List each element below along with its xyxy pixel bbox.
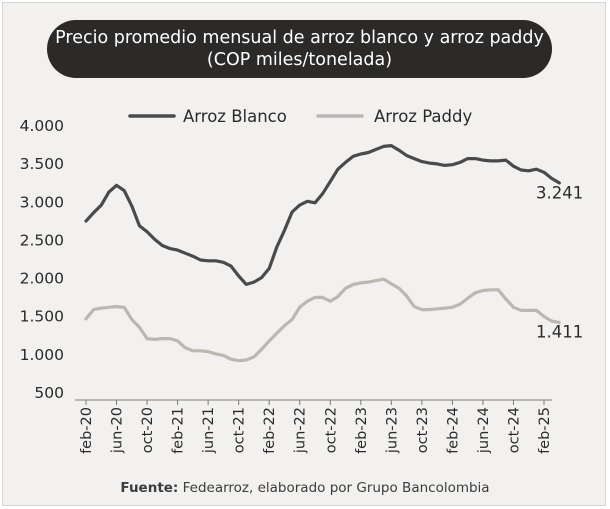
y-tick-label: 2.500 xyxy=(20,231,64,249)
x-tick-label: oct-21 xyxy=(232,407,248,453)
source-text: Fedearroz, elaborado por Grupo Bancolomb… xyxy=(178,480,490,496)
y-tick-label: 3.500 xyxy=(20,155,64,173)
chart-title-banner: Precio promedio mensual de arroz blanco … xyxy=(47,20,552,78)
x-tick-label: jun-21 xyxy=(201,407,217,454)
x-tick-label: jun-22 xyxy=(293,407,309,454)
x-tick-label: oct-23 xyxy=(415,407,431,453)
x-tick-label: feb-25 xyxy=(537,407,553,454)
x-tick-label: feb-20 xyxy=(79,407,95,454)
chart-subtitle: (COP miles/tonelada) xyxy=(206,50,393,70)
y-tick-label: 500 xyxy=(34,384,64,402)
chart-title: Precio promedio mensual de arroz blanco … xyxy=(55,28,544,48)
x-tick-label: feb-22 xyxy=(262,407,278,454)
x-tick-label: oct-24 xyxy=(506,407,522,453)
x-tick-label: feb-23 xyxy=(354,407,370,454)
x-tick-label: feb-21 xyxy=(171,407,187,454)
x-tick-label: jun-23 xyxy=(384,407,400,454)
series-line-arroz-paddy xyxy=(84,277,561,363)
y-tick-label: 1.000 xyxy=(20,346,64,364)
y-tick-label: 3.000 xyxy=(20,193,64,211)
x-tick-label: jun-20 xyxy=(110,407,126,454)
source-label: Fuente: xyxy=(120,480,179,496)
legend-label: Arroz Blanco xyxy=(183,107,287,126)
source-note: Fuente: Fedearroz, elaborado por Grupo B… xyxy=(0,480,610,496)
x-tick-label: feb-24 xyxy=(445,407,461,454)
y-tick-label: 2.000 xyxy=(20,270,64,288)
x-tick-label: jun-24 xyxy=(476,407,492,454)
x-tick-label: oct-20 xyxy=(140,407,156,453)
end-value-label: 3.241 xyxy=(536,183,583,202)
x-tick-label: oct-22 xyxy=(323,407,339,453)
end-value-label: 1.411 xyxy=(536,322,583,341)
series-line-arroz-blanco xyxy=(84,144,561,286)
legend-label: Arroz Paddy xyxy=(374,107,472,126)
y-tick-label: 4.000 xyxy=(20,117,64,135)
y-tick-label: 1.500 xyxy=(20,308,64,326)
